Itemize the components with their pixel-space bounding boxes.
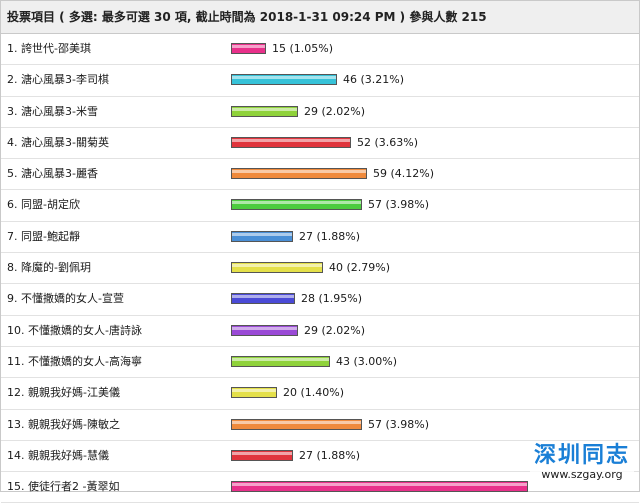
option-label: 7. 同盟-鮑起靜 [7,229,80,243]
option-label: 11. 不懂撒嬌的女人-高海寧 [7,354,142,368]
vote-result: 57 (3.98%) [368,417,430,431]
option-label: 15. 使徒行者2 -黃翠如 [7,480,120,494]
vote-bar [231,168,367,180]
option-label: 13. 親親我好媽-陳敏之 [7,417,120,431]
vote-result: 29 (2.02%) [304,323,366,337]
poll-option-row: 12. 親親我好媽-江美儀 20 (1.40%) [1,378,639,410]
vote-bar [231,74,337,86]
vote-result: 15 (1.05%) [272,42,334,55]
vote-result: 57 (3.98%) [368,198,430,212]
option-label: 14. 親親我好媽-慧儀 [7,448,109,462]
vote-bar [231,418,362,430]
poll-option-row: 9. 不懂撒嬌的女人-宣萱 28 (1.95%) [1,284,639,316]
option-label: 12. 親親我好媽-江美儀 [7,386,120,400]
poll-option-row: 7. 同盟-鮑起靜 27 (1.88%) [1,222,639,254]
poll-option-row: 5. 溏心風暴3-麗香 59 (4.12%) [1,159,639,191]
poll-option-row: 6. 同盟-胡定欣 57 (3.98%) [1,190,639,222]
poll-option-row: 1. 誇世代-邵美琪 15 (1.05%) [1,34,639,66]
vote-bar [231,293,295,305]
option-label: 3. 溏心風暴3-米雪 [7,104,98,118]
vote-bar [231,355,330,367]
option-label: 5. 溏心風暴3-麗香 [7,167,98,181]
vote-bar [231,199,362,211]
vote-result: 28 (1.95%) [301,292,363,306]
vote-result: 40 (2.79%) [329,261,391,275]
poll-option-row: 8. 降魔的-劉佩玥 40 (2.79%) [1,253,639,285]
vote-result: 46 (3.21%) [343,73,405,87]
vote-bar [231,324,298,336]
poll-header: 投票項目 ( 多選: 最多可選 30 項, 截止時間為 2018-1-31 09… [1,1,639,34]
poll-option-row: 4. 溏心風暴3-關菊英 52 (3.63%) [1,128,639,160]
option-label: 8. 降魔的-劉佩玥 [7,261,91,275]
option-label: 4. 溏心風暴3-關菊英 [7,135,109,149]
vote-result: 52 (3.63%) [357,135,419,149]
vote-bar [231,230,293,242]
vote-bar [231,387,277,399]
vote-result: 29 (2.02%) [304,104,366,118]
poll-option-row: 10. 不懂撒嬌的女人-唐詩詠 29 (2.02%) [1,316,639,347]
poll-option-row: 3. 溏心風暴3-米雪 29 (2.02%) [1,97,639,128]
site-watermark: 深圳同志 www.szgay.org [530,442,634,486]
vote-bar [231,481,528,493]
vote-result: 27 (1.88%) [299,448,361,462]
option-label: 1. 誇世代-邵美琪 [7,42,91,55]
vote-bar [231,449,293,461]
poll-option-row: 14. 親親我好媽-慧儀 27 (1.88%) [1,441,639,473]
vote-bar [231,105,298,117]
option-label: 10. 不懂撒嬌的女人-唐詩詠 [7,323,142,337]
vote-bar [231,136,351,148]
vote-result: 20 (1.40%) [283,386,345,400]
option-label: 6. 同盟-胡定欣 [7,198,80,212]
watermark-title: 深圳同志 [533,442,630,468]
vote-bar [231,262,323,274]
watermark-url: www.szgay.org [530,468,634,482]
vote-result: 43 (3.00%) [336,354,398,368]
vote-result: 59 (4.12%) [373,167,435,181]
vote-result: 27 (1.88%) [299,229,361,243]
poll-option-row: 2. 溏心風暴3-李司棋 46 (3.21%) [1,65,639,97]
poll-option-row: 11. 不懂撒嬌的女人-高海寧 43 (3.00%) [1,347,639,379]
vote-bar [231,43,266,54]
option-label: 2. 溏心風暴3-李司棋 [7,73,109,87]
poll-option-row: 13. 親親我好媽-陳敏之 57 (3.98%) [1,410,639,441]
option-label: 9. 不懂撒嬌的女人-宣萱 [7,292,124,306]
poll-options-list: 1. 誇世代-邵美琪 15 (1.05%) 2. 溏心風暴3-李司棋 46 (3.21… [1,34,639,503]
